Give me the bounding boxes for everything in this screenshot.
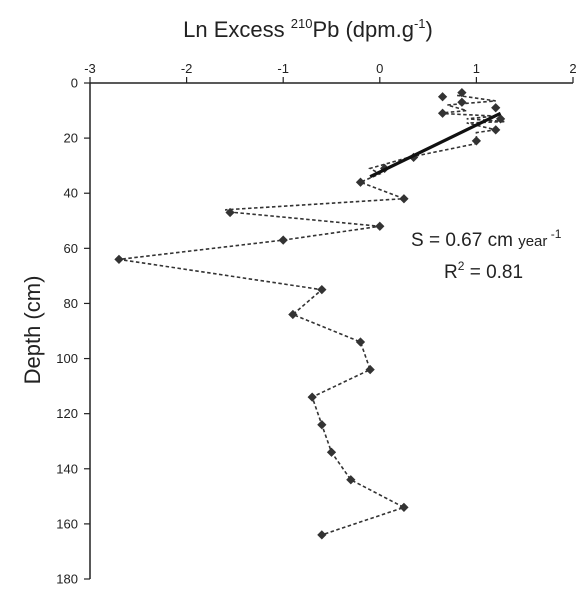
y-tick-label: 180 [56, 572, 78, 587]
slope-annotation: S = 0.67 cm year -1 [411, 227, 562, 251]
regression-line [369, 111, 502, 179]
x-tick-label: 2 [569, 61, 576, 76]
data-point [399, 502, 409, 512]
data-point [495, 114, 506, 124]
y-tick-label: 0 [71, 76, 78, 91]
data-series-line [118, 94, 506, 536]
data-point [491, 125, 501, 135]
x-tick-label: -1 [277, 61, 289, 76]
y-tick-label: 40 [64, 186, 78, 201]
data-point [355, 337, 366, 347]
data-point [317, 530, 327, 540]
data-point [317, 285, 327, 295]
data-point [471, 136, 482, 146]
y-tick-label: 160 [56, 516, 78, 531]
y-tick-label: 120 [56, 406, 78, 421]
x-tick-label: 1 [473, 61, 480, 76]
chart-title: Ln Excess 210Pb (dpm.g-1) [183, 16, 433, 42]
data-point [317, 420, 327, 430]
data-point [355, 177, 366, 187]
data-point [437, 92, 448, 102]
y-tick-label: 140 [56, 461, 78, 476]
data-point [491, 103, 501, 113]
data-layer [114, 88, 506, 540]
data-point [278, 235, 288, 245]
y-tick-label: 20 [64, 131, 78, 146]
data-point [365, 364, 375, 375]
x-tick-label: -2 [181, 61, 193, 76]
x-tick-label: 0 [376, 61, 383, 76]
data-point [375, 221, 385, 231]
data-point [457, 97, 467, 107]
y-tick-label: 80 [64, 296, 78, 311]
data-point [399, 194, 409, 204]
data-point [457, 88, 467, 98]
data-point [225, 207, 235, 218]
data-point [437, 108, 448, 118]
data-point [288, 309, 298, 320]
data-point [326, 447, 337, 457]
y-tick-label: 100 [56, 351, 78, 366]
y-axis-title: Depth (cm) [20, 276, 45, 385]
axes-layer [84, 77, 574, 580]
r-squared-annotation: R2 = 0.81 [444, 259, 523, 283]
data-point [307, 392, 317, 402]
data-point [114, 254, 124, 264]
x-tick-label: -3 [84, 61, 96, 76]
data-point [346, 475, 356, 485]
y-tick-label: 60 [64, 241, 78, 256]
